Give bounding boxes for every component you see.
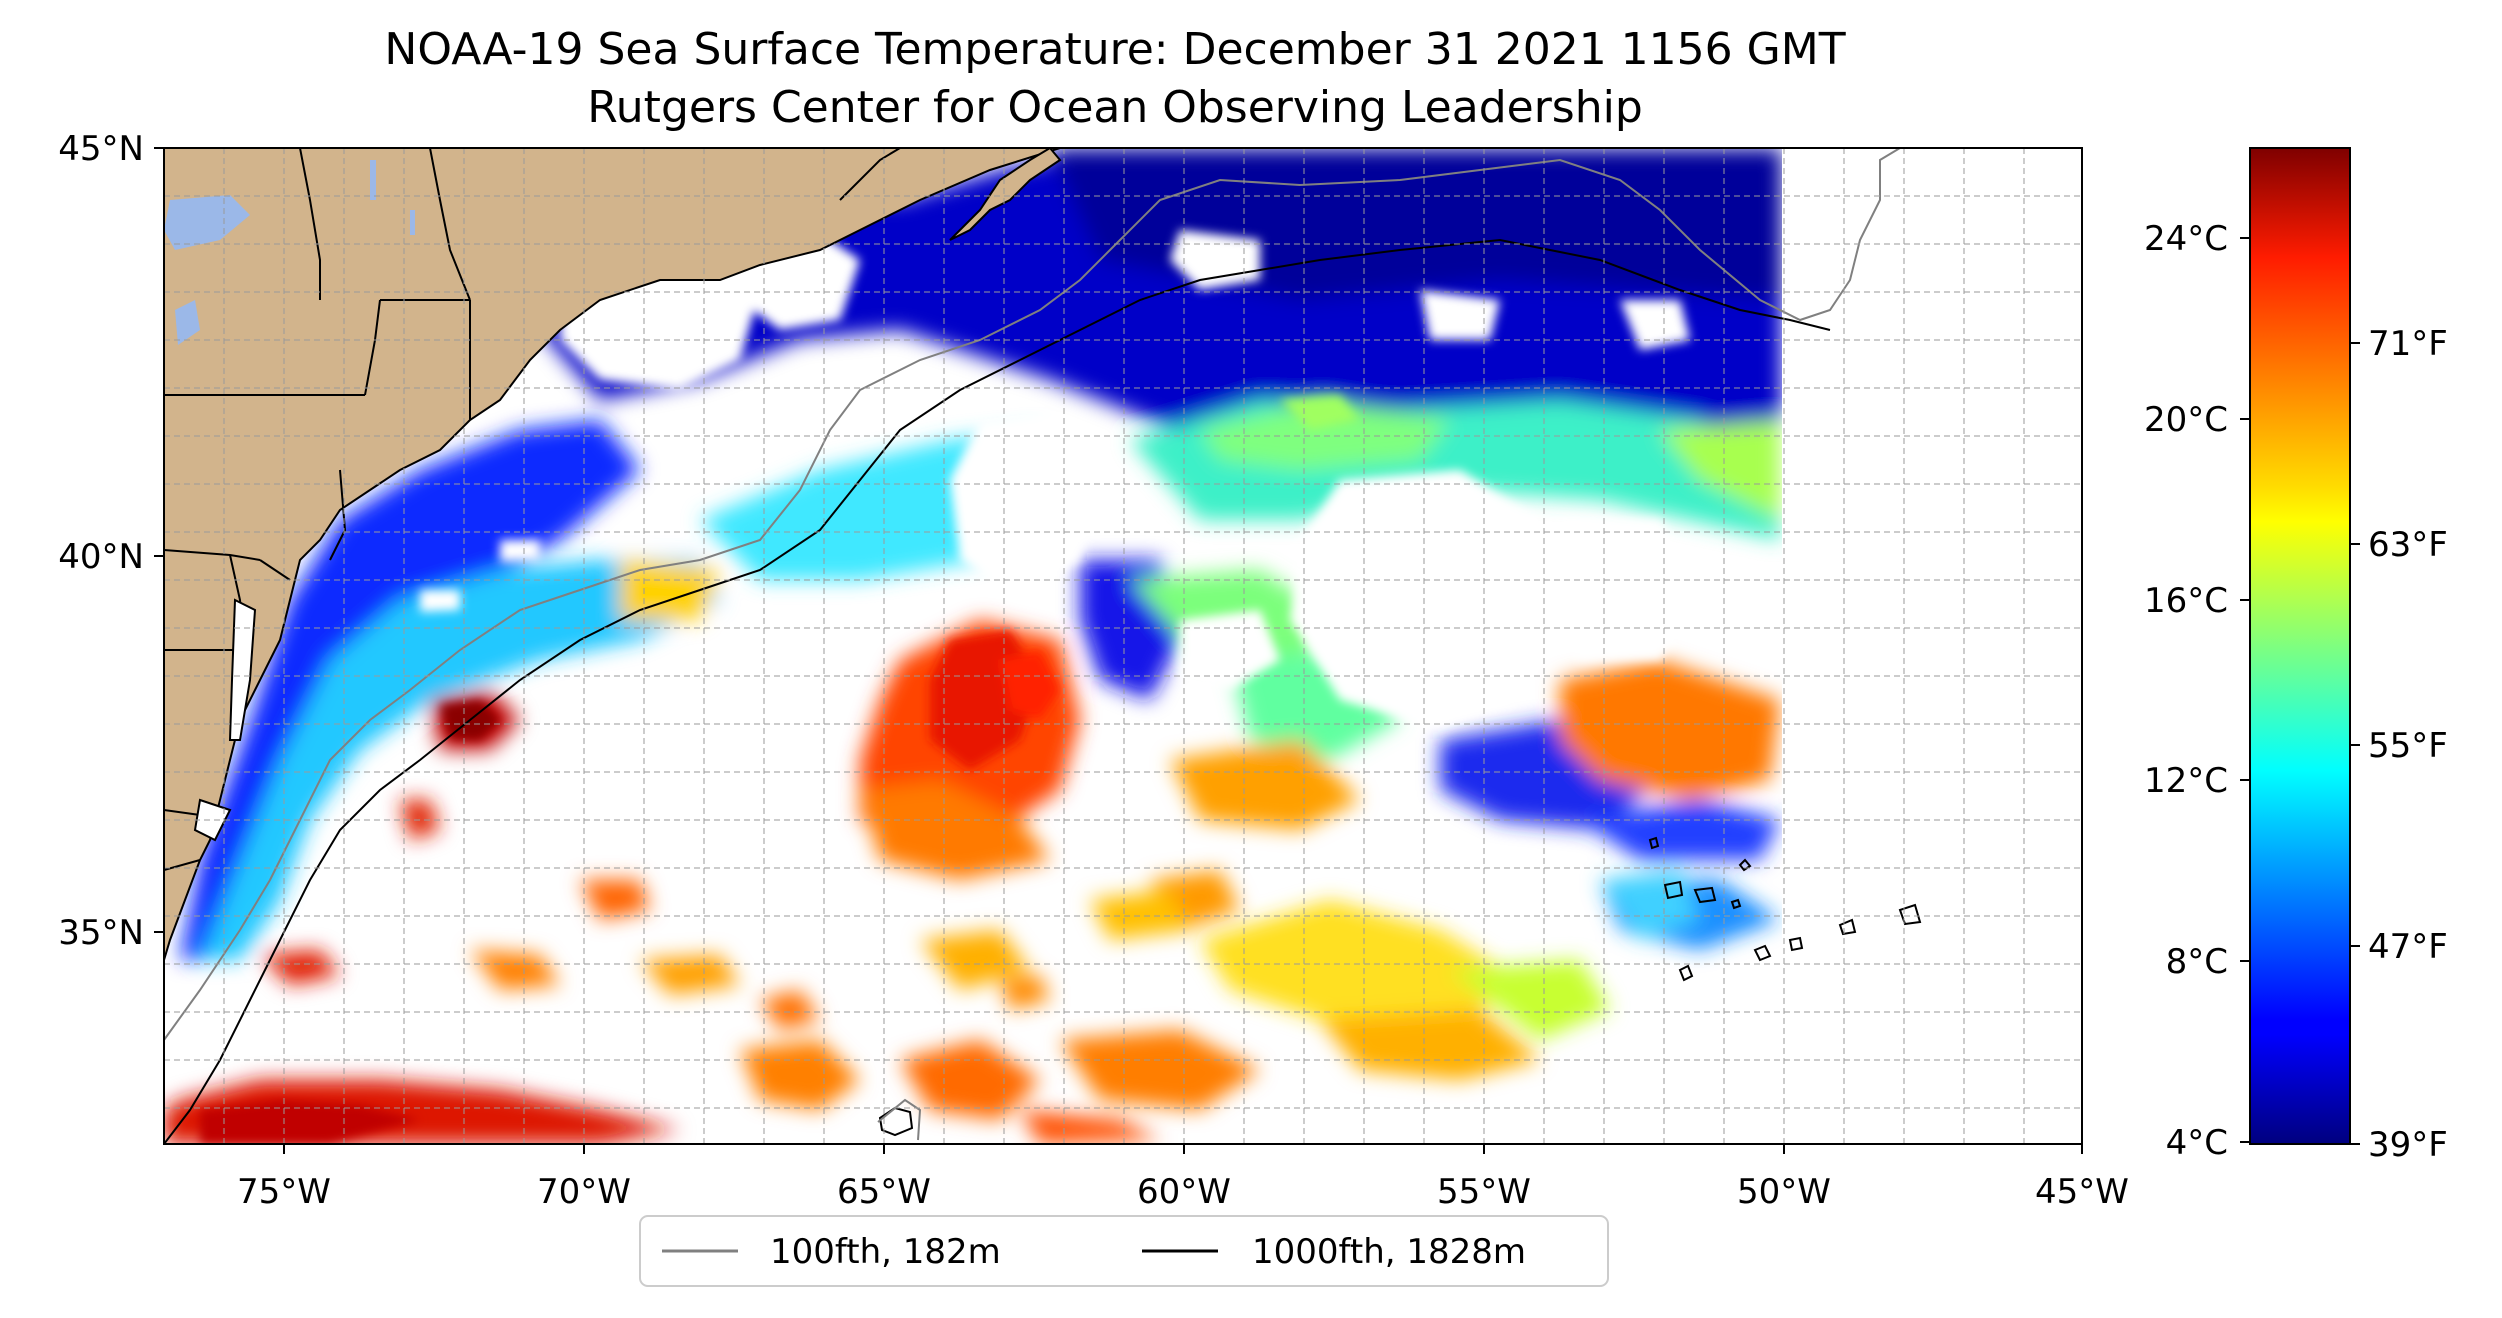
isobath-100fth — [164, 148, 1901, 1041]
colorbar-f-label: 55°F — [2368, 726, 2448, 766]
colorbar-c-label: 8°C — [2166, 942, 2228, 982]
colorbar-c-label: 24°C — [2144, 219, 2228, 259]
colorbar-ticks — [2240, 237, 2360, 1145]
isobath-1000fth — [164, 238, 1831, 1144]
colorbar-f-label: 71°F — [2368, 324, 2448, 364]
lon-tick-marks — [154, 147, 2083, 1154]
lon-tick-label: 75°W — [237, 1172, 331, 1212]
legend-label-1000fth: 1000fth, 1828m — [1252, 1232, 1526, 1272]
map-frame — [163, 147, 2083, 1145]
sst-field — [164, 148, 2082, 1144]
lon-tick-label: 65°W — [837, 1172, 931, 1212]
lat-tick-label: 35°N — [58, 913, 144, 953]
lon-tick-label: 70°W — [537, 1172, 631, 1212]
colorbar-c-label: 4°C — [2166, 1123, 2228, 1163]
colorbar-f-label: 39°F — [2368, 1125, 2448, 1165]
lon-tick-label: 50°W — [1737, 1172, 1831, 1212]
colorbar-c-label: 12°C — [2144, 761, 2228, 801]
colorbar-f-label: 47°F — [2368, 927, 2448, 967]
gridlines — [164, 148, 2082, 1144]
colorbar — [2249, 147, 2351, 1145]
lat-tick-label: 40°N — [58, 537, 144, 577]
lakes — [164, 160, 415, 345]
legend: 100fth, 182m 1000fth, 1828m — [639, 1215, 1609, 1287]
legend-label-100fth: 100fth, 182m — [770, 1232, 1001, 1272]
lon-tick-label: 55°W — [1437, 1172, 1531, 1212]
colorbar-f-label: 63°F — [2368, 525, 2448, 565]
chart-title: NOAA-19 Sea Surface Temperature: Decembe… — [384, 24, 1845, 75]
chart-subtitle: Rutgers Center for Ocean Observing Leade… — [587, 82, 1643, 133]
lon-tick-label: 60°W — [1137, 1172, 1231, 1212]
colorbar-c-label: 16°C — [2144, 581, 2228, 621]
map-panel — [164, 148, 2082, 1144]
islands — [877, 836, 1922, 1141]
lat-tick-label: 45°N — [58, 129, 144, 169]
lon-tick-label: 45°W — [2035, 1172, 2129, 1212]
colorbar-c-label: 20°C — [2144, 400, 2228, 440]
